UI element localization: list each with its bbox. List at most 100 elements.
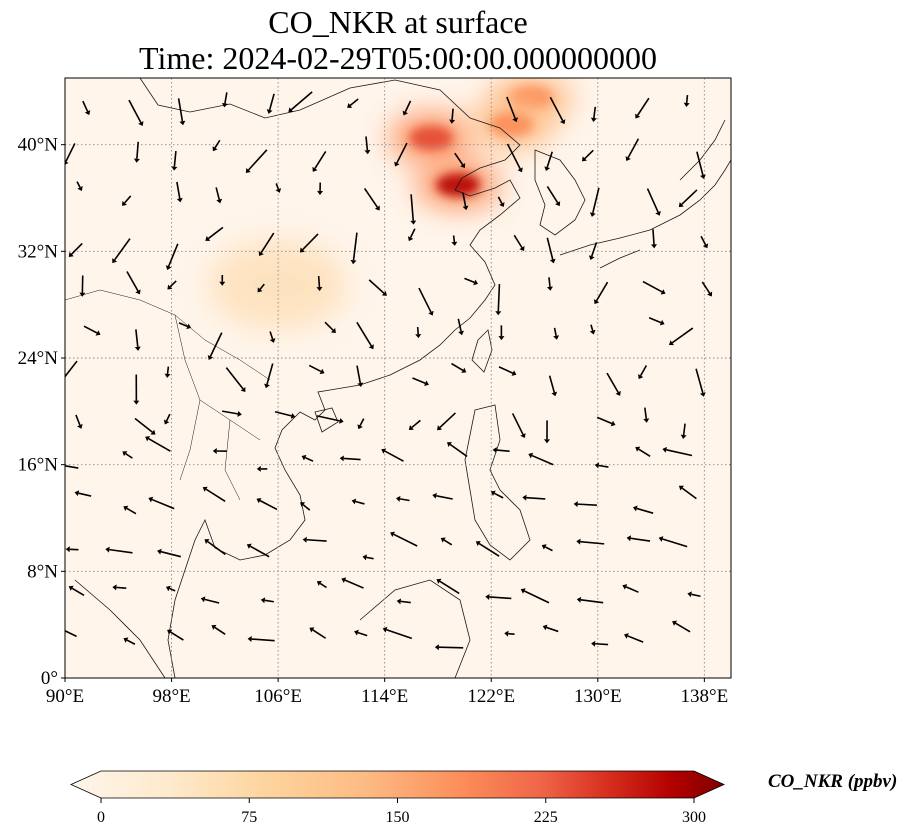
wind-arrow: [364, 136, 371, 155]
wind-arrow: [546, 237, 556, 264]
wind-arrow: [542, 624, 559, 633]
wind-arrow: [65, 465, 79, 469]
wind-arrow: [341, 577, 364, 589]
colorbar-tick-label: 0: [97, 809, 105, 826]
wind-arrow: [122, 451, 133, 459]
colorbar-tick-label: 75: [241, 809, 257, 826]
taiwan-coastline: [471, 329, 493, 373]
wind-arrow: [164, 366, 171, 378]
wind-arrow: [544, 151, 553, 172]
borneo-coastline: [359, 579, 471, 678]
wind-arrow: [247, 636, 275, 643]
wind-arrow: [412, 377, 429, 387]
wind-arrow: [511, 413, 526, 439]
wind-arrow: [324, 321, 336, 334]
wind-arrow: [212, 448, 227, 455]
wind-arrow: [171, 151, 178, 171]
coastlines: [65, 78, 731, 678]
plume-core: [489, 112, 534, 137]
wind-arrow: [683, 94, 690, 107]
wind-arrow: [418, 287, 434, 316]
wind-arrow: [316, 415, 344, 424]
wind-arrow: [382, 626, 413, 640]
wind-arrow: [643, 407, 650, 423]
wind-arrow: [145, 436, 171, 452]
wind-arrow: [225, 367, 246, 392]
wind-arrow: [275, 183, 282, 193]
wind-arrow: [83, 325, 101, 336]
map-background: [65, 78, 731, 678]
wind-arrow: [246, 543, 270, 558]
wind-arrow: [134, 417, 156, 435]
lat-tick-label: 16°N: [18, 455, 59, 476]
wind-arrow: [646, 188, 661, 216]
concentration-field: [208, 78, 574, 330]
wind-arrow: [288, 91, 313, 113]
wind-arrow: [549, 96, 566, 125]
wind-arrow: [122, 195, 132, 206]
korea-coastline: [534, 149, 586, 236]
wind-arrow: [638, 365, 648, 380]
wind-arrow: [74, 490, 92, 497]
wind-arrow: [548, 375, 558, 397]
lat-tick-label: 32°N: [18, 241, 59, 262]
wind-arrow: [402, 100, 412, 116]
wind-vectors: [65, 91, 713, 651]
wind-arrow: [678, 485, 697, 500]
wind-arrow: [317, 182, 324, 195]
wind-arrow: [316, 275, 323, 292]
lat-tick-label: 8°N: [27, 561, 58, 582]
wind-arrow: [350, 232, 358, 265]
lat-tick-label: 24°N: [18, 348, 59, 369]
lat-tick-label: 0°: [41, 668, 58, 689]
wind-arrow: [157, 548, 182, 558]
wind-arrow: [316, 580, 327, 589]
wind-arrow: [522, 494, 546, 501]
wind-arrow: [626, 535, 651, 542]
wind-arrow: [134, 329, 141, 351]
wind-arrow: [257, 283, 265, 293]
wind-arrow: [625, 138, 640, 162]
wind-arrow: [123, 637, 136, 645]
plume-halo: [354, 226, 495, 317]
wind-arrow: [594, 462, 609, 469]
wind-arrow: [126, 271, 141, 295]
wind-arrow: [256, 497, 278, 511]
wind-arrow: [658, 536, 688, 548]
wind-arrow: [573, 501, 597, 508]
wind-arrow: [591, 640, 609, 647]
wind-arrow: [68, 242, 83, 258]
wind-arrow: [596, 416, 616, 427]
wind-arrow: [354, 629, 368, 637]
wind-arrow: [258, 232, 275, 256]
colorbar-tick-label: 150: [386, 809, 410, 826]
wind-arrow: [701, 281, 713, 297]
wind-arrow: [79, 275, 86, 297]
wind-arrow: [165, 243, 179, 270]
wind-arrow: [300, 502, 311, 511]
wind-arrow: [347, 98, 359, 108]
wind-arrow: [451, 362, 467, 373]
wind-arrow: [457, 318, 465, 336]
gridlines: [65, 78, 731, 678]
wind-arrow: [432, 492, 453, 500]
wind-arrow: [546, 186, 561, 207]
wind-arrow: [408, 419, 421, 430]
wind-arrow: [105, 546, 133, 554]
lat-tick-label: 40°N: [18, 135, 59, 156]
wind-arrow: [176, 181, 183, 203]
wind-arrow: [339, 455, 361, 462]
wind-arrow: [396, 598, 411, 605]
wind-arrow: [362, 554, 374, 561]
wind-arrow: [381, 448, 404, 462]
wind-arrow: [642, 280, 666, 295]
wind-arrow: [696, 151, 706, 180]
wind-arrow: [495, 283, 502, 316]
wind-arrow: [513, 234, 525, 252]
wind-arrow: [274, 410, 296, 419]
wind-arrow: [498, 325, 505, 341]
wind-arrow: [506, 96, 518, 123]
wind-arrow: [440, 537, 453, 546]
wind-arrow: [622, 584, 639, 593]
wind-arrow: [308, 364, 325, 375]
